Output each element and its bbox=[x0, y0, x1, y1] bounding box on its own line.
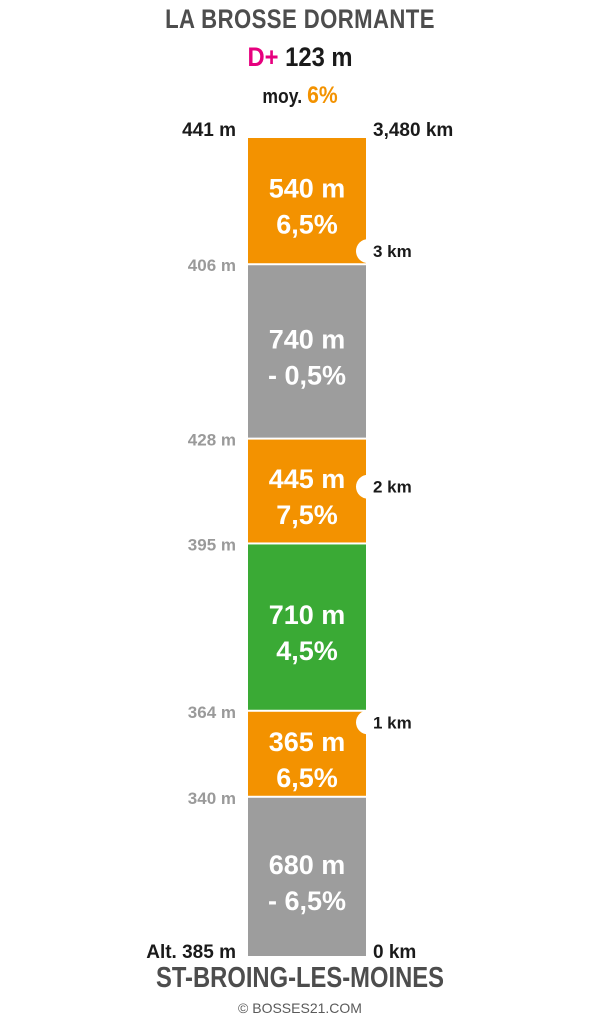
segment-length-label: 710 m bbox=[269, 600, 346, 630]
altitude-label: 441 m bbox=[182, 120, 236, 141]
segment-bar-1 bbox=[248, 797, 366, 956]
km-notch bbox=[356, 474, 380, 499]
average-gradient-label: moy. bbox=[262, 86, 303, 108]
copyright-notice: © BOSSES21.COM bbox=[238, 1000, 362, 1016]
segment-length-label: 740 m bbox=[269, 324, 346, 354]
km-marker-label: 3 km bbox=[373, 242, 412, 261]
altitude-label: Alt. 385 m bbox=[146, 942, 236, 963]
altitude-labels-layer: Alt. 385 m 340 m 364 m 395 m 428 m 406 m 441 m bbox=[146, 120, 236, 963]
segment-bar-5 bbox=[248, 265, 366, 438]
segment-gradient-label: 6,5% bbox=[276, 210, 338, 240]
segment-length-label: 365 m bbox=[269, 727, 346, 757]
segments-layer bbox=[248, 138, 366, 956]
climb-title: LA BROSSE DORMANTE bbox=[165, 4, 435, 34]
km-notch bbox=[356, 239, 380, 264]
segment-bar-6 bbox=[248, 138, 366, 264]
km-marker-label: 2 km bbox=[373, 478, 412, 497]
km-marker-label: 1 km bbox=[373, 713, 412, 732]
elevation-gain: D+ 123 m bbox=[36, 42, 564, 73]
segment-gradient-label: - 6,5% bbox=[268, 886, 346, 916]
segment-gradient-label: - 0,5% bbox=[268, 360, 346, 390]
altitude-label: 428 m bbox=[188, 431, 236, 450]
elevation-gain-value: 123 m bbox=[285, 42, 353, 72]
average-gradient-value: 6% bbox=[307, 82, 338, 109]
segment-bar-2 bbox=[248, 711, 366, 796]
elevation-gain-label: D+ bbox=[247, 42, 279, 72]
km-markers-layer: 0 km 1 km 2 km 3 km 3,480 km bbox=[356, 120, 453, 963]
average-gradient: moy. 6% bbox=[36, 82, 564, 110]
km-marker-label: 3,480 km bbox=[373, 120, 453, 141]
altitude-label: 395 m bbox=[188, 535, 236, 554]
km-notch bbox=[356, 710, 380, 735]
segment-gradient-label: 6,5% bbox=[276, 763, 338, 793]
segment-length-label: 445 m bbox=[269, 464, 346, 494]
start-location: ST-BROING-LES-MOINES bbox=[155, 962, 444, 994]
segment-labels-layer: 680 m - 6,5% 365 m 6,5% 710 m 4,5% 445 m 7,5% 74… bbox=[268, 174, 346, 916]
segment-length-label: 680 m bbox=[269, 850, 346, 880]
altitude-label: 406 m bbox=[188, 256, 236, 275]
segment-gradient-label: 4,5% bbox=[276, 636, 338, 666]
segment-length-label: 540 m bbox=[269, 174, 346, 204]
segment-bar-4 bbox=[248, 439, 366, 543]
altitude-label: 364 m bbox=[188, 703, 236, 722]
km-marker-label: 0 km bbox=[373, 942, 416, 963]
altitude-label: 340 m bbox=[188, 789, 236, 808]
segment-gradient-label: 7,5% bbox=[276, 500, 338, 530]
segment-bar-3 bbox=[248, 544, 366, 710]
